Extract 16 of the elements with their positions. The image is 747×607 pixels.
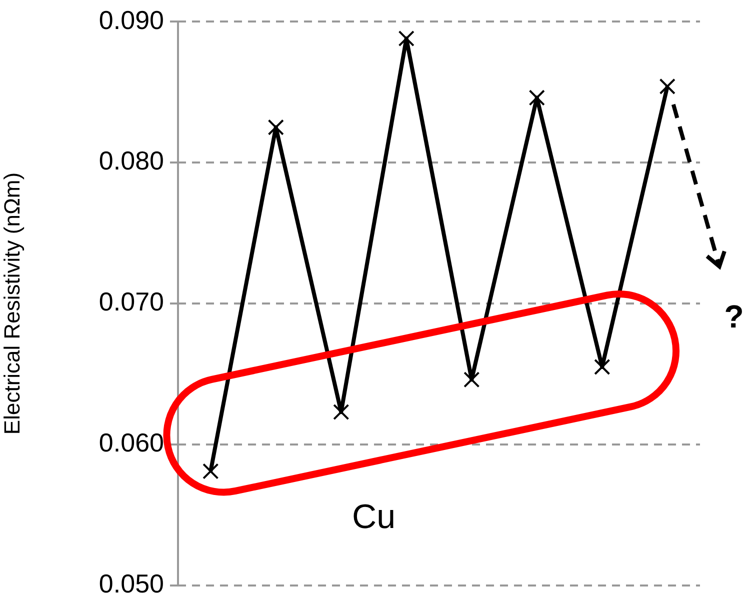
annotation: Cu [352, 498, 396, 536]
point [202, 463, 219, 480]
y-tick-label: 0.050 [98, 568, 164, 599]
y-tick-label: 0.060 [98, 428, 164, 458]
point [528, 90, 545, 106]
point [659, 78, 676, 95]
y-axis-title: Electrical Resistivity (nΩm) [0, 172, 24, 435]
point [464, 372, 480, 388]
point [268, 119, 284, 136]
y-tick-label: 0.090 [98, 4, 164, 35]
point [398, 30, 414, 47]
point [594, 358, 610, 375]
point [333, 404, 350, 420]
y-tick-label: 0.080 [98, 146, 164, 176]
y-tick-label: 0.070 [98, 286, 164, 317]
text: ? [724, 298, 744, 334]
